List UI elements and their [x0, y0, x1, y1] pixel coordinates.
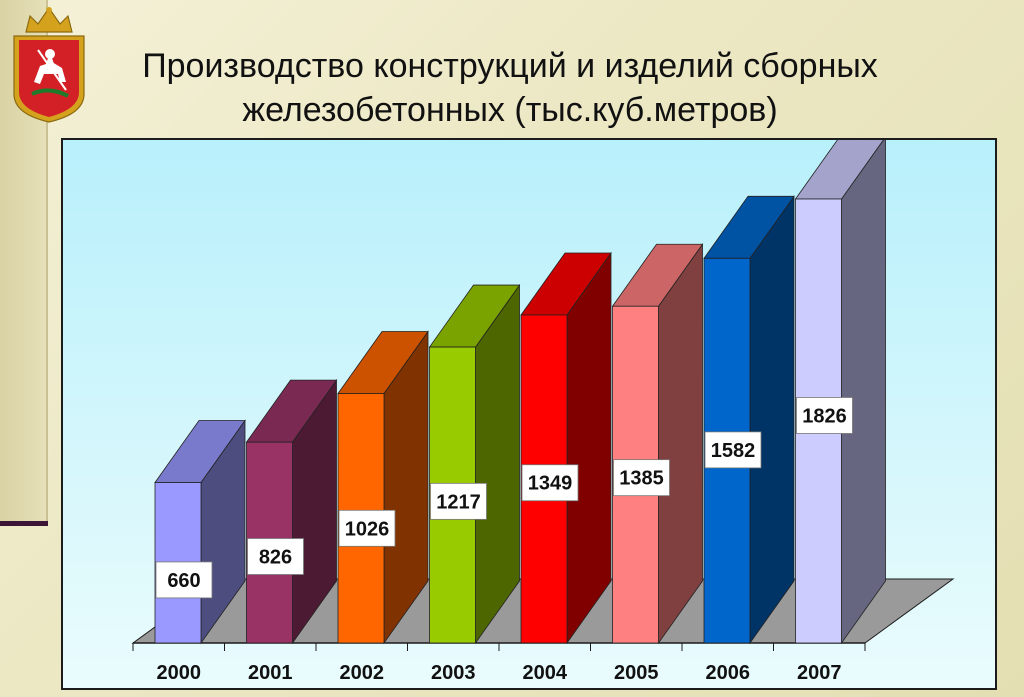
bar-chart: 660 2000 826 2001 1026 2002 1217 2003 1349 2004 13…: [131, 140, 955, 684]
data-label-2001: 826: [259, 547, 292, 569]
x-tick-label-2002: 2002: [340, 662, 385, 684]
data-label-2007: 1826: [802, 405, 847, 427]
x-tick-label-2007: 2007: [797, 662, 842, 684]
data-label-box-2001: [247, 538, 304, 575]
slide-title: Производство конструкций и изделий сборн…: [90, 44, 930, 132]
bar-side-2003: [475, 283, 520, 645]
chart-area: 660 2000 826 2001 1026 2002 1217 2003 1349 2004 13…: [61, 138, 997, 690]
x-tick-label-2000: 2000: [157, 662, 202, 684]
bar-side-2004: [566, 251, 612, 645]
bar-side-2005: [658, 242, 703, 645]
data-label-box-2002: [338, 509, 396, 547]
data-label-box-2006: [704, 431, 762, 469]
x-tick-label-2004: 2004: [523, 662, 568, 684]
data-label-2005: 1385: [619, 468, 664, 490]
data-label-2006: 1582: [711, 440, 756, 462]
slide-title-line1: Производство конструкций и изделий сборн…: [142, 47, 878, 85]
data-label-2003: 1217: [436, 491, 481, 513]
data-label-box-2004: [521, 464, 579, 502]
data-label-box-2007: [796, 397, 853, 434]
data-label-2000: 660: [167, 570, 200, 592]
slide-title-line2: железобетонных (тыс.куб.метров): [242, 91, 778, 129]
data-label-box-2005: [613, 459, 670, 497]
moscow-oblast-coat-of-arms-icon: [13, 6, 85, 123]
x-tick-label-2006: 2006: [706, 662, 751, 684]
left-divider-rule: [0, 521, 48, 526]
x-tick-label-2003: 2003: [431, 662, 476, 684]
x-tick-label-2005: 2005: [614, 662, 659, 684]
data-label-2004: 1349: [528, 473, 573, 495]
data-label-box-2003: [430, 482, 487, 520]
data-label-box-2000: [155, 561, 213, 599]
bar-side-2006: [749, 195, 795, 645]
bar-side-2007: [841, 140, 886, 645]
data-label-2002: 1026: [345, 518, 390, 540]
x-tick-label-2001: 2001: [248, 662, 293, 684]
